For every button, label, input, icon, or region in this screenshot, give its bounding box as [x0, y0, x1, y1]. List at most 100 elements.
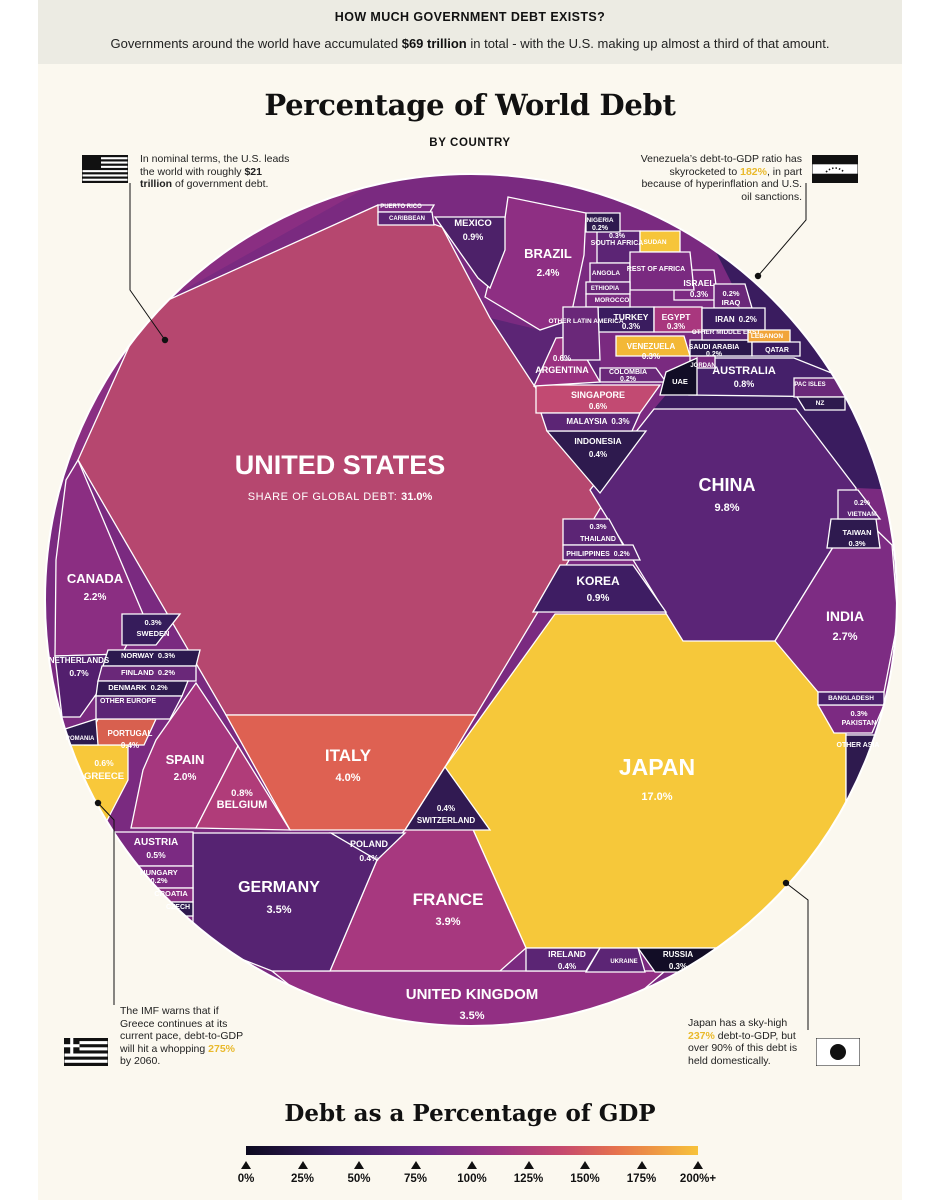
japan-flag-icon [816, 1038, 860, 1066]
value-switzerland: 0.4% [437, 804, 455, 813]
legend-tick-label: 175% [626, 1173, 657, 1185]
legend-tick-label: 150% [570, 1173, 600, 1185]
us-note-text: In nominal terms, the U.S. leads the wor… [140, 153, 290, 178]
cell-poland[interactable] [328, 832, 407, 861]
greece-annotation: The IMF warns that if Greece continues a… [120, 1005, 248, 1068]
label-austria: AUSTRIA [134, 837, 178, 848]
banner-lede: Governments around the world have accumu… [38, 36, 902, 51]
cell-sweden[interactable] [121, 613, 182, 646]
venezuela-note-text-end: , in part because of hyperinflation and … [641, 165, 802, 203]
chart-circle-outline [44, 173, 898, 1027]
value-south-africa: 0.3% [609, 233, 626, 240]
cell-qatar[interactable] [751, 341, 801, 357]
cell-nz[interactable] [795, 396, 846, 411]
cell-nigeria[interactable] [585, 212, 621, 233]
label-pakistan: PAKISTAN [842, 720, 877, 727]
value-russia: 0.3% [669, 962, 687, 971]
cell-other-europe[interactable] [95, 695, 184, 720]
label-russia: RUSSIA [663, 950, 693, 959]
cell-other-latin-america[interactable] [562, 306, 601, 361]
japan-annotation: Japan has a sky-high 237% debt-to-GDP, b… [688, 1017, 814, 1067]
value-brazil: 2.4% [537, 268, 560, 279]
label-romania: ROMANIA [66, 736, 95, 742]
legend-tick-6: 150% [555, 1161, 615, 1185]
label-germany: GERMANY [238, 879, 320, 896]
legend-tick-marker [580, 1161, 590, 1169]
legend-tick-marker [467, 1161, 477, 1169]
cell-finland[interactable] [97, 665, 197, 682]
label-norway: NORWAY 0.3% [121, 651, 175, 660]
label-portugal: PORTUGAL [108, 729, 153, 738]
legend-tick-label: 125% [513, 1173, 544, 1185]
value-sweden: 0.3% [144, 618, 161, 627]
legend-tick-label: 100% [457, 1173, 487, 1185]
japan-leader-line [785, 882, 809, 1030]
legend-tick-label: 25% [290, 1173, 315, 1185]
value-mexico: 0.9% [463, 232, 484, 242]
label-rest-of-africa: REST OF AFRICA [627, 266, 685, 273]
value-colombia: 0.2% [620, 376, 637, 383]
value-united-states: SHARE OF GLOBAL DEBT: 31.0% [248, 491, 433, 503]
value-vietnam: 0.2% [854, 500, 871, 507]
value-turkey: 0.3% [622, 322, 640, 331]
cell-morocco[interactable] [585, 293, 631, 308]
label-indonesia: INDONESIA [574, 436, 621, 446]
value-iran: 0.2% [739, 315, 757, 324]
cell-rest-of-africa[interactable] [629, 251, 695, 291]
value-canada: 2.2% [84, 592, 107, 603]
venezuela-note-highlight: 182% [740, 165, 767, 178]
lede-text-2: in total - with the U.S. making up almos… [466, 36, 830, 51]
label-brazil: BRAZIL [524, 246, 572, 261]
label-ireland: IRELAND [548, 949, 586, 959]
us-leader-line-dot [161, 336, 169, 344]
cell-uae[interactable] [659, 356, 698, 396]
value-portugal: 0.4% [121, 741, 139, 750]
label-finland: FINLAND 0.2% [121, 668, 175, 677]
cell-belgium[interactable] [194, 744, 292, 831]
chart-title: Percentage of World Debt [264, 88, 676, 122]
label-morocco: MOROCCO [595, 297, 630, 304]
value-venezuela: 0.3% [642, 352, 660, 361]
value-thailand: 0.3% [589, 522, 606, 531]
label-czech: CZECH [166, 904, 190, 911]
cell-switzerland[interactable] [403, 765, 492, 831]
legend-tick-7: 175% [612, 1161, 672, 1185]
cell-malaysia[interactable] [540, 412, 642, 432]
label-ukraine: UKRAINE [610, 959, 637, 965]
japan-note-text-end: debt-to-GDP, but over 90% of this debt i… [688, 1029, 798, 1067]
venezuela-leader-line [757, 183, 807, 277]
legend-tick-label: 0% [237, 1173, 255, 1185]
cell-mexico[interactable] [433, 216, 506, 290]
cell-brazil[interactable] [484, 196, 587, 331]
value-australia: 0.8% [734, 379, 755, 389]
value-hungary: 0.2% [150, 876, 167, 885]
label-malaysia: MALAYSIA 0.3% [566, 417, 629, 426]
label-colombia: COLOMBIA [609, 369, 647, 376]
japan-note-highlight: 237% [688, 1029, 715, 1042]
label-thailand: THAILAND [580, 536, 616, 543]
label-switzerland: SWITZERLAND [417, 816, 475, 825]
cell-ukraine[interactable] [584, 947, 646, 973]
label-caribbean: CARIBBEAN [389, 216, 425, 222]
value-spain: 2.0% [174, 772, 197, 783]
us-flag-icon [82, 155, 128, 183]
value-japan: 17.0% [641, 791, 672, 803]
value-poland: 0.4% [359, 853, 379, 863]
cell-vietnam[interactable] [837, 489, 882, 520]
greece-flag-icon [64, 1038, 108, 1066]
value-philippines: 0.2% [614, 551, 631, 558]
legend-tick-marker [241, 1161, 251, 1169]
cell-caribbean[interactable] [377, 211, 435, 226]
value-singapore: 0.6% [589, 402, 607, 411]
label-egypt: EGYPT [662, 312, 692, 322]
label-israel: ISRAEL [683, 278, 714, 288]
legend-title: Debt as a Percentage of GDP [284, 1100, 656, 1127]
label-jordan: JORDAN [690, 363, 715, 369]
label-sudan: SUDAN [643, 239, 666, 246]
cell-philippines[interactable] [562, 544, 642, 561]
label-lebanon: LEBANON [751, 333, 783, 340]
cell-korea[interactable] [531, 564, 668, 613]
greece-leader-line-dot [94, 799, 102, 807]
value-israel: 0.3% [690, 290, 708, 299]
